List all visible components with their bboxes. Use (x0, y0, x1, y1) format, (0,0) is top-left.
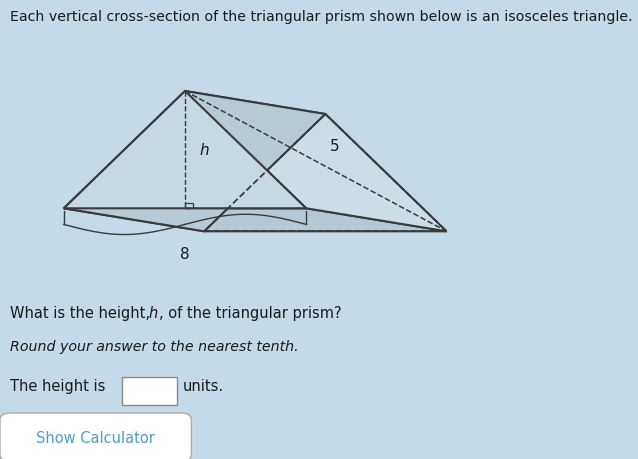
Text: Each vertical cross-section of the triangular prism shown below is an isosceles : Each vertical cross-section of the trian… (10, 10, 632, 24)
Polygon shape (185, 92, 447, 232)
Polygon shape (64, 92, 306, 209)
FancyBboxPatch shape (122, 377, 177, 405)
Text: The height is: The height is (10, 379, 105, 394)
Text: , of the triangular prism?: , of the triangular prism? (159, 305, 341, 320)
Text: 8: 8 (180, 246, 190, 262)
Text: h: h (149, 305, 158, 320)
Text: h: h (199, 143, 209, 158)
Text: What is the height,: What is the height, (10, 305, 154, 320)
Polygon shape (64, 209, 447, 232)
Polygon shape (64, 92, 325, 232)
Text: 5: 5 (330, 138, 340, 153)
FancyBboxPatch shape (0, 413, 191, 459)
Text: Round your answer to the nearest tenth.: Round your answer to the nearest tenth. (10, 340, 298, 353)
Text: units.: units. (183, 379, 224, 394)
Text: Show Calculator: Show Calculator (36, 430, 155, 445)
